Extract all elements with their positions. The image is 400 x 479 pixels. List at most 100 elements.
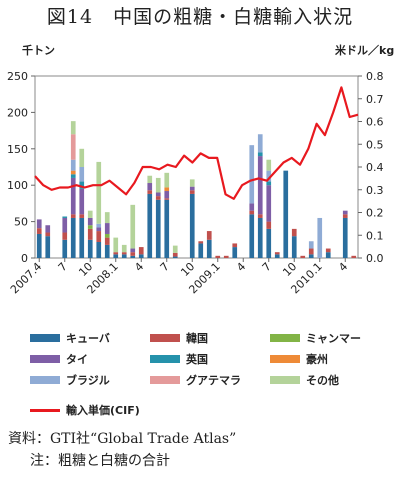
bar-segment-1 (232, 243, 238, 248)
bar-segment-2 (104, 233, 110, 238)
bar-segment-3 (249, 203, 255, 211)
legend-label: その他 (306, 374, 339, 387)
bar-segment-1 (206, 231, 212, 240)
bar-segment-0 (138, 254, 144, 258)
legend-label: 韓国 (186, 332, 208, 345)
bar-segment-6 (266, 170, 272, 182)
bar-segment-0 (96, 241, 102, 258)
bar-segment-3 (79, 188, 85, 215)
bar-segment-1 (351, 255, 357, 258)
bar-segment-0 (232, 247, 238, 258)
bar-segment-0 (291, 236, 297, 258)
bar-segment-1 (325, 248, 331, 253)
bar-segment-4 (266, 181, 272, 186)
bar-segment-3 (189, 186, 195, 191)
bar-segment-8 (164, 172, 170, 188)
bar-segment-3 (147, 183, 153, 191)
bar-segment-1 (70, 214, 76, 218)
source-note: 資料：GTI社“Global Trade Atlas” (8, 431, 237, 447)
x-tick-label: 10 (280, 260, 299, 279)
x-tick-label: 4 (336, 260, 350, 274)
price-line (34, 86, 359, 200)
bar-segment-3 (266, 185, 272, 222)
bar-segment-3 (104, 223, 110, 234)
x-tick-label: 7 (260, 260, 274, 274)
bar-segment-1 (198, 241, 204, 244)
bar-segment-0 (121, 254, 127, 258)
bar-segment-1 (266, 221, 272, 229)
bar-segment-8 (87, 210, 93, 218)
bar-segment-8 (189, 179, 195, 187)
bar-segment-0 (308, 254, 314, 258)
chart-title: 図14 中国の粗糖・白糖輸入状況 (46, 6, 354, 28)
x-tick-label: 7 (158, 260, 172, 274)
bar-segment-1 (249, 210, 255, 215)
bar-segment-0 (189, 193, 195, 258)
bar-segment-1 (291, 228, 297, 237)
legend-swatch (270, 334, 300, 342)
bar-segment-7 (70, 134, 76, 160)
bar-segment-1 (62, 232, 68, 240)
legend-label: 豪州 (306, 353, 328, 366)
y-tick-label: 50 (14, 216, 28, 229)
bar-segment-0 (70, 217, 76, 258)
bar-segment-1 (113, 252, 119, 255)
bar-segment-0 (104, 244, 110, 258)
bar-segment-8 (266, 159, 272, 171)
bar-segment-0 (45, 236, 51, 258)
bar-segment-1 (130, 252, 136, 256)
x-tick-label: 4 (132, 260, 146, 274)
bar-segment-2 (87, 225, 93, 229)
bar-segment-1 (164, 198, 170, 200)
bar-segment-4 (62, 216, 68, 218)
bar-segment-1 (36, 228, 42, 234)
bar-segment-8 (113, 237, 119, 253)
legend-label: ブラジル (66, 374, 110, 387)
y2-tick-label: 0.1 (366, 229, 384, 242)
x-tick-label: 7 (56, 260, 70, 274)
legend-label: ミャンマー (306, 332, 361, 345)
legend-label: 英国 (186, 353, 208, 366)
bar-segment-8 (70, 121, 76, 135)
bar-segment-6 (308, 241, 314, 249)
bar-segment-0 (130, 255, 136, 258)
legend-swatch (30, 355, 60, 363)
bar-segment-4 (79, 181, 85, 189)
bar-segment-3 (342, 210, 348, 215)
bar-segment-0 (172, 256, 178, 258)
bar-segment-6 (249, 145, 255, 204)
bar-segment-8 (172, 245, 178, 253)
y2-tick-label: 0.8 (366, 70, 384, 83)
bar-segment-3 (87, 217, 93, 226)
y2-tick-label: 0.4 (366, 161, 384, 174)
bar-segment-1 (121, 252, 127, 255)
footnote: 注：粗糖と白糖の合計 (30, 453, 170, 469)
legend-swatch (150, 334, 180, 342)
y2-tick-label: 0.0 (366, 252, 384, 265)
legend-label: タイ (66, 353, 88, 366)
legend-line-swatch (30, 409, 60, 412)
bar-segment-1 (79, 214, 85, 218)
bar-segment-1 (300, 255, 306, 258)
right-axis-unit: 米ドル／kg (335, 44, 395, 57)
bar-segment-0 (257, 217, 263, 258)
bar-segment-1 (215, 255, 221, 258)
bar-segment-0 (113, 254, 119, 258)
x-tick-label: 2007.4 (8, 260, 44, 296)
legend-label: グアテマラ (186, 374, 241, 387)
x-tick-label: 10 (76, 260, 95, 279)
y-tick-label: 150 (7, 143, 28, 156)
y2-tick-label: 0.3 (366, 184, 384, 197)
bar-segment-1 (104, 237, 110, 245)
bar-segment-3 (62, 217, 68, 233)
bar-segment-3 (96, 227, 102, 232)
chart-canvas: 0 50 100 150 200 250 0.0 0.1 0.2 0.3 0.4 0.5 0.6 0.7 0… (7, 70, 384, 296)
y2-tick-label: 0.5 (366, 138, 384, 151)
bar-segment-6 (317, 217, 323, 258)
bar-segment-1 (45, 232, 51, 237)
bar-segment-6 (96, 223, 102, 228)
bar-segment-4 (257, 152, 263, 157)
bar-segment-0 (342, 217, 348, 258)
bar-segment-0 (155, 199, 161, 258)
bar-segment-0 (87, 239, 93, 258)
